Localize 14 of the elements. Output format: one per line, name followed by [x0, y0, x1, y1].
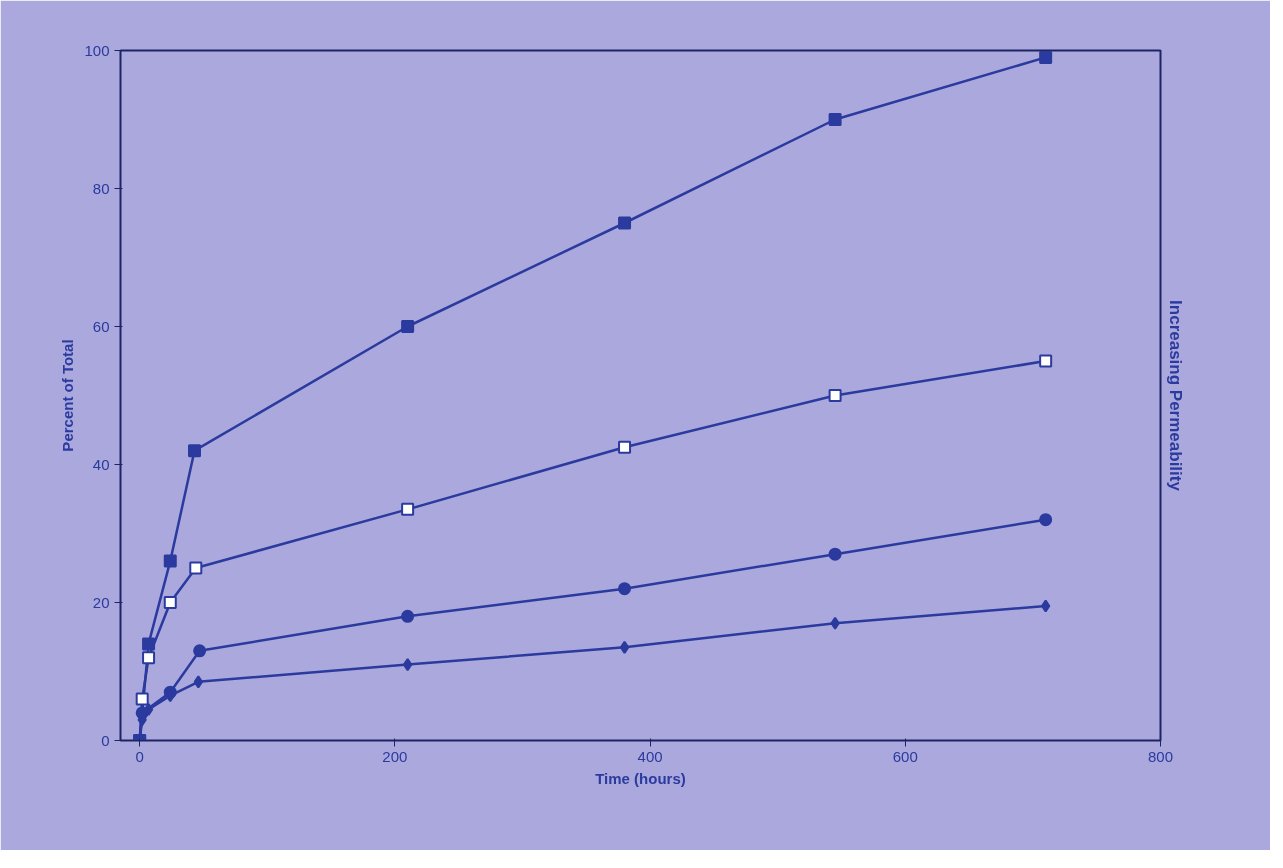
x-tick-label: 200 [382, 747, 408, 765]
y-tick-label: 100 [84, 41, 110, 59]
y-axis-title: Percent of Total [59, 339, 77, 452]
y-tick-label: 60 [92, 317, 110, 335]
text: Increasing Permeability [1165, 300, 1185, 492]
x-tick-label: 800 [1147, 747, 1174, 765]
x-axis-title: Time (hours) [595, 769, 686, 787]
y-tick-label: 0 [101, 731, 110, 749]
x-tick-label: 600 [892, 747, 918, 765]
y-tick-label: 40 [92, 455, 110, 473]
x-tick-label: 400 [637, 747, 663, 765]
y-tick-label: 20 [92, 593, 110, 611]
x-tick-label: 0 [135, 747, 144, 765]
y-tick-label: 80 [92, 179, 110, 197]
